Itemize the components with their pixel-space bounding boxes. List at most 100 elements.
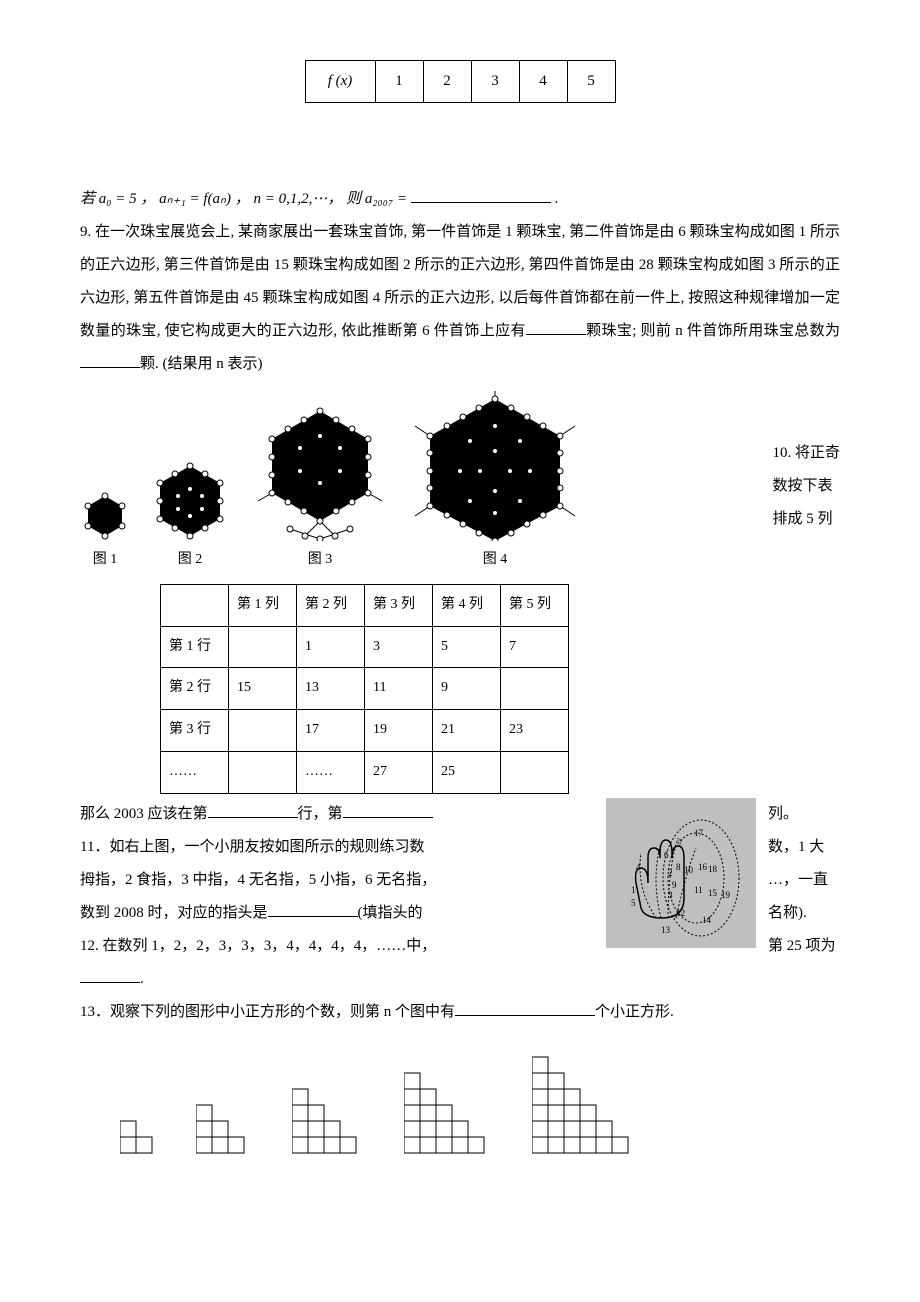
cell: 第 2 行: [161, 668, 229, 710]
q9-blank1: [526, 320, 586, 335]
q9-text: 9. 在一次珠宝展览会上, 某商家展出一套珠宝首饰, 第一件首饰是 1 颗珠宝,…: [80, 224, 840, 339]
txt: (填指头的: [358, 905, 423, 921]
txt: 列。: [768, 806, 798, 822]
cell: ……: [161, 751, 229, 793]
hex-caption: 图 4: [483, 545, 508, 576]
txt: 个小正方形.: [595, 1004, 674, 1020]
staircase-icon: [404, 1065, 496, 1157]
q11-b2: …，一直: [768, 864, 840, 897]
cell: 23: [501, 710, 569, 752]
hex-figure-row: 图 1 图 2: [80, 391, 840, 576]
svg-text:16: 16: [698, 862, 708, 872]
cell: [161, 584, 229, 626]
txt: 名称).: [768, 905, 807, 921]
staircase-icon: [120, 1117, 160, 1157]
hexagon-icon: [80, 491, 130, 541]
q10-table: 第 1 列 第 2 列 第 3 列 第 4 列 第 5 列 第 1 行1357 …: [160, 584, 569, 794]
table-row: 第 2 行1513119: [161, 668, 569, 710]
svg-text:3: 3: [668, 890, 673, 900]
q12-a: 12. 在数列 1，2，2，3，3，3，4，4，4，4，……中，: [80, 930, 594, 963]
cell: 5: [433, 626, 501, 668]
staircase-icon: [196, 1097, 256, 1157]
q9-para: 9. 在一次珠宝展览会上, 某商家展出一套珠宝首饰, 第一件首饰是 1 颗珠宝,…: [80, 216, 840, 381]
svg-text:7: 7: [678, 838, 683, 848]
q10-12-block: 那么 2003 应该在第行，第 11．如右上图，一个小朋友按如图所示的规则练习数…: [80, 798, 840, 963]
staircase-icon: [532, 1049, 640, 1157]
svg-text:5: 5: [631, 898, 636, 908]
hex-4: 图 4: [410, 391, 580, 576]
q8-blank: [411, 188, 551, 203]
fx-val: 3: [471, 61, 519, 103]
q11-c: 数到 2008 时，对应的指头是 (填指头的: [80, 897, 594, 930]
cell: 15: [229, 668, 297, 710]
q9-mid1: 颗珠宝; 则前 n 件首饰所用珠宝总数为: [586, 323, 840, 339]
svg-text:13: 13: [661, 925, 671, 935]
cell: 27: [365, 751, 433, 793]
svg-text:12: 12: [676, 908, 685, 918]
svg-text:14: 14: [702, 915, 712, 925]
q11-a2: 数，1 大: [768, 831, 840, 864]
fx-val: 2: [423, 61, 471, 103]
cell: 17: [297, 710, 365, 752]
hex-2: 图 2: [150, 461, 230, 576]
q10-side-line: 数按下表: [772, 470, 840, 503]
q10-after: 那么 2003 应该在第行，第: [80, 798, 594, 831]
svg-text:6: 6: [664, 850, 669, 860]
txt: 13．观察下列的图形中小正方形的个数，则第 n 个图中有: [80, 1004, 455, 1020]
q11-c3: 名称).: [768, 897, 840, 930]
hex-1: 图 1: [80, 491, 130, 576]
txt: 那么 2003 应该在第: [80, 806, 208, 822]
fx-val: 1: [375, 61, 423, 103]
svg-text:2: 2: [668, 868, 673, 878]
svg-text:11: 11: [694, 885, 703, 895]
cell: [229, 626, 297, 668]
cell: ……: [297, 751, 365, 793]
hexagon-icon: [250, 401, 390, 541]
q10-side-line: 10. 将正奇: [772, 437, 840, 470]
cell: 3: [365, 626, 433, 668]
txt: 11．如右上图，一个小朋友按如图所示的规则练习数: [80, 839, 424, 855]
cell: 第 3 行: [161, 710, 229, 752]
hexagon-icon: [150, 461, 230, 541]
table-row: 第 3 行 17192123: [161, 710, 569, 752]
cell: 19: [365, 710, 433, 752]
table-row: 第 1 列 第 2 列 第 3 列 第 4 列 第 5 列: [161, 584, 569, 626]
cell: 第 3 列: [365, 584, 433, 626]
cell: [229, 710, 297, 752]
txt: …，一直: [768, 872, 828, 888]
cell: [229, 751, 297, 793]
hex-caption: 图 2: [178, 545, 203, 576]
q9-mid2: 颗. (结果用 n 表示): [140, 356, 263, 372]
cell: 11: [365, 668, 433, 710]
q10-side-line: 排成 5 列: [772, 503, 840, 536]
table-row: 第 1 行1357: [161, 626, 569, 668]
right-wrap-text: 列。 数，1 大 …，一直 名称). 第 25 项为: [768, 798, 840, 963]
cell: 第 5 列: [501, 584, 569, 626]
fx-val: 4: [519, 61, 567, 103]
svg-text:15: 15: [708, 888, 718, 898]
q8-end: .: [555, 191, 559, 207]
hex-3: 图 3: [250, 401, 390, 576]
svg-text:18: 18: [708, 864, 718, 874]
txt: 12. 在数列 1，2，2，3，3，3，4，4，4，4，……中，: [80, 938, 436, 954]
txt: 数到 2008 时，对应的指头是: [80, 905, 268, 921]
q11-a: 11．如右上图，一个小朋友按如图所示的规则练习数: [80, 831, 594, 864]
txt: 第 25 项为: [768, 938, 836, 954]
cell: 7: [501, 626, 569, 668]
svg-text:9: 9: [672, 880, 677, 890]
hex-caption: 图 3: [308, 545, 333, 576]
blank: [80, 968, 140, 983]
cell: [501, 751, 569, 793]
cell: 9: [433, 668, 501, 710]
q13: 13．观察下列的图形中小正方形的个数，则第 n 个图中有 个小正方形.: [80, 996, 840, 1029]
staircase-icon: [292, 1081, 368, 1157]
staircase-row: [120, 1049, 840, 1157]
cell: 第 1 行: [161, 626, 229, 668]
txt: 拇指，2 食指，3 中指，4 无名指，5 小指，6 无名指，: [80, 872, 436, 888]
q8-text: 若 a₀ = 5 ， aₙ₊₁ = f(aₙ) ， n = 0,1,2,⋯， 则…: [80, 191, 411, 207]
cell: 21: [433, 710, 501, 752]
cell: [501, 668, 569, 710]
fx-header: f (x): [305, 61, 375, 103]
svg-text:8: 8: [676, 862, 681, 872]
q10-after-col: 列。: [768, 798, 840, 831]
